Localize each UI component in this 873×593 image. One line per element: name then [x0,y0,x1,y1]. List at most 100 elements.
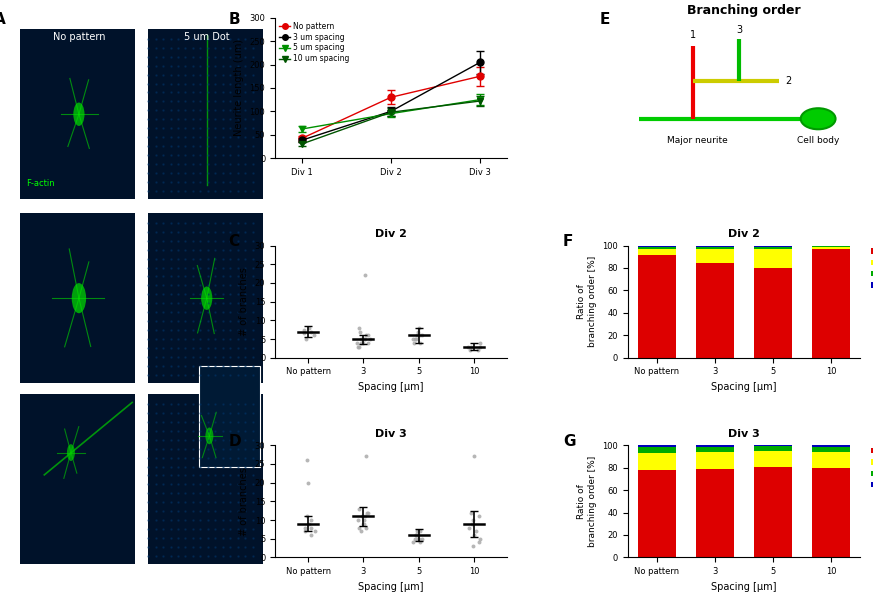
Text: 3: 3 [736,25,742,34]
Bar [754,246,792,247]
Bar [638,246,676,247]
Point [297,329,311,338]
Point [297,325,311,334]
Bar [812,445,849,448]
Text: Cell body: Cell body [797,136,839,145]
Circle shape [201,286,212,310]
Bar [20,394,134,564]
Text: F: F [563,234,574,249]
Text: 1: 1 [690,30,696,40]
Title: Div 2: Div 2 [728,229,760,239]
Point [357,519,371,528]
Point [406,538,420,547]
Point [352,342,366,351]
Point [411,534,425,543]
Point [409,334,423,344]
Point [359,330,373,340]
Point [355,338,369,347]
Point [353,327,367,336]
Bar [754,247,792,249]
Point [464,342,478,351]
Text: F-actin: F-actin [25,179,54,188]
Bar [754,447,792,451]
Point [469,527,483,536]
Legend: No pattern, 3 um spacing, 5 um spacing, 10 um spacing: No pattern, 3 um spacing, 5 um spacing, … [278,21,350,63]
Text: C: C [229,234,240,249]
Point [358,334,372,344]
Point [362,334,376,344]
Point [410,330,424,340]
Bar [638,448,676,453]
Point [361,330,375,340]
Text: 5 um Dot: 5 um Dot [184,32,230,42]
Point [361,338,375,347]
Point [360,452,374,461]
Text: D: D [229,434,241,449]
Point [355,519,369,528]
Point [299,455,313,465]
Point [467,452,481,461]
Bar [754,445,792,447]
Point [302,323,316,333]
Bar [638,249,676,254]
Point [352,504,366,514]
Point [357,334,371,344]
Point [473,338,487,347]
Bar [812,448,849,452]
Title: Branching order: Branching order [687,4,801,17]
Y-axis label: Ratio of
branching order [%]: Ratio of branching order [%] [577,455,597,547]
Point [412,323,426,333]
Text: Div 2: Div 2 [4,283,15,310]
Point [407,338,421,347]
X-axis label: Spacing [μm]: Spacing [μm] [358,382,423,392]
Point [473,534,487,543]
Point [413,538,427,547]
Bar [696,263,733,358]
Point [411,534,425,543]
Text: G: G [563,434,575,449]
Bar [638,254,676,358]
Bar [696,452,733,469]
Bar [812,247,849,249]
Point [461,342,475,351]
Circle shape [73,103,85,126]
Y-axis label: Neurite length (um): Neurite length (um) [234,39,244,136]
Title: Div 2: Div 2 [375,229,407,239]
Bar [696,246,733,247]
Bar [812,249,849,358]
Bar [696,249,733,263]
Point [357,515,371,525]
Text: 2: 2 [786,76,792,86]
Text: Div 1: Div 1 [4,100,15,125]
Bar [812,452,849,468]
Point [410,527,424,536]
Point [413,338,427,347]
Point [411,530,425,540]
Bar [638,470,676,557]
Bar [199,366,260,467]
Legend: 1st, 2nd, 3rd, More than 4th: 1st, 2nd, 3rd, More than 4th [869,244,873,293]
Title: Div 3: Div 3 [728,429,760,439]
Point [304,530,318,540]
Point [408,334,422,344]
Point [471,346,485,355]
Bar [20,213,134,383]
Point [414,527,428,536]
Bar [148,394,263,564]
Point [360,523,374,533]
Y-axis label: # of branches: # of branches [239,267,249,336]
Text: E: E [600,12,610,27]
Y-axis label: # of branches: # of branches [239,467,249,535]
Point [352,323,366,333]
Point [471,512,485,521]
Text: Div 3: Div 3 [4,468,15,493]
Bar [638,453,676,470]
Bar [754,249,792,268]
Bar [696,445,733,448]
X-axis label: Spacing [μm]: Spacing [μm] [358,582,423,592]
Point [307,330,321,340]
Point [473,342,487,351]
Bar [148,213,263,383]
Bar [696,247,733,249]
Point [354,527,368,536]
